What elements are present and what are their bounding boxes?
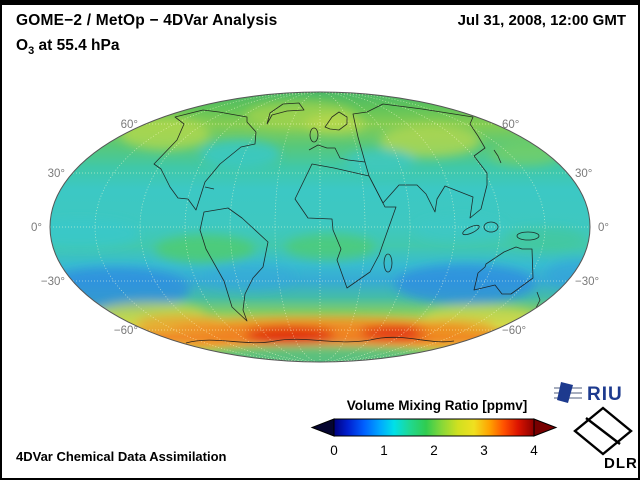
madagascar-outline: [383, 253, 393, 273]
japan-outline: [493, 149, 502, 164]
species-symbol: O: [16, 37, 29, 54]
europe-outline: [308, 144, 366, 163]
lat-label-eq-left: 0°: [31, 222, 42, 234]
australia-outline: [473, 246, 534, 295]
ozone-field: [50, 92, 590, 362]
dlr-logo-text: DLR: [604, 455, 638, 471]
colorbar-gradient: [333, 418, 535, 437]
south-america-outline: [199, 207, 269, 322]
dlr-emblem-icon: [573, 406, 633, 456]
riu-logo: RIU: [554, 382, 623, 405]
lat-label-60n-right: 60°: [502, 119, 519, 131]
british-isles-outline: [309, 127, 319, 143]
antarctica-outline: [185, 336, 455, 344]
colorbar: Volume Mixing Ratio [ppmv] 0 1 2 3 4: [310, 398, 558, 458]
credits-block: 4DVar Chemical Data Assimilation SACADA …: [16, 397, 227, 478]
lat-label-eq-right: 0°: [598, 222, 609, 234]
timestamp: Jul 31, 2008, 12:00 GMT: [457, 12, 626, 29]
riu-logo-text: RIU: [587, 384, 623, 405]
colorbar-title: Volume Mixing Ratio [ppmv]: [347, 398, 528, 413]
world-map: 60° 60° 30° 30° 0° 0° −30° −30° −60° −60…: [31, 91, 609, 363]
species-subtitle: O3 at 55.4 hPa: [16, 37, 119, 57]
colorbar-tick-0: 0: [330, 443, 338, 458]
graticule: [50, 92, 590, 362]
lat-label-60s-left: −60°: [114, 325, 138, 337]
colorbar-over-range-arrow: [533, 418, 558, 437]
new-zealand-outline: [535, 291, 541, 309]
species-subscript: 3: [28, 45, 35, 58]
asia-outline: [352, 103, 488, 219]
greenland-outline: [266, 102, 305, 125]
cuba-outline: [204, 186, 215, 190]
lat-label-60n-left: 60°: [121, 119, 138, 131]
credit-line-assimilation: 4DVar Chemical Data Assimilation: [16, 449, 227, 464]
borneo-outline: [483, 221, 499, 233]
lat-label-60s-right: −60°: [502, 325, 526, 337]
scandinavia-outline: [324, 111, 348, 131]
pressure-level: at 55.4 hPa: [34, 37, 120, 54]
colorbar-tick-3: 3: [480, 443, 488, 458]
colorbar-tick-2: 2: [430, 443, 438, 458]
dlr-logo: DLR: [573, 406, 638, 471]
colorbar-tick-1: 1: [380, 443, 388, 458]
riu-logo-icon: [554, 382, 582, 403]
colorbar-under-range-arrow: [310, 418, 335, 437]
lat-label-30n-right: 30°: [575, 168, 592, 180]
page-title: GOME−2 / MetOp − 4DVar Analysis: [16, 12, 278, 29]
map-boundary: [49, 91, 591, 363]
colorbar-tick-4: 4: [530, 443, 538, 458]
sumatra-outline: [462, 224, 480, 236]
continent-outlines: [153, 102, 541, 344]
latitude-labels: 60° 60° 30° 30° 0° 0° −30° −30° −60° −60…: [31, 119, 609, 337]
new-guinea-outline: [516, 231, 540, 241]
lat-label-30s-right: −30°: [575, 276, 599, 288]
lat-label-30s-left: −30°: [41, 276, 65, 288]
lat-label-30n-left: 30°: [48, 168, 65, 180]
north-america-outline: [153, 109, 257, 211]
